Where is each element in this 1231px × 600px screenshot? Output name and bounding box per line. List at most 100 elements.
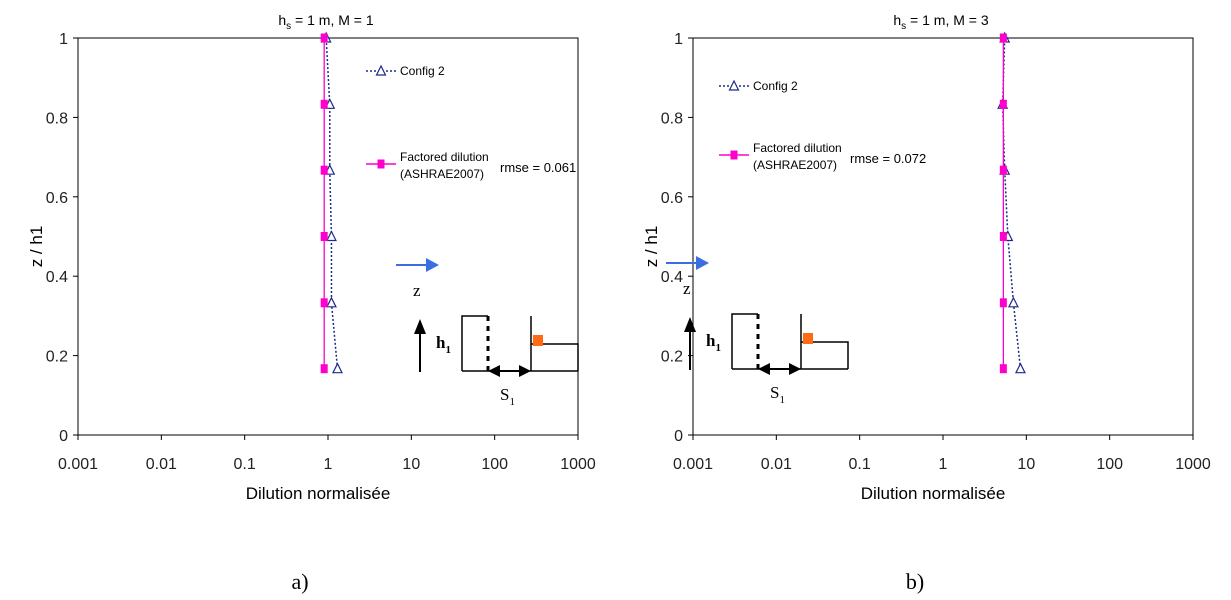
inset-s-label: S1 xyxy=(770,383,785,406)
x-tick-label: 0.001 xyxy=(58,456,98,473)
spacing-arrow-left-head xyxy=(758,363,770,375)
x-tick-label: 10 xyxy=(1017,456,1035,473)
data-point-triangle xyxy=(332,362,343,374)
y-axis-label: z / h1 xyxy=(27,226,46,268)
data-point-square xyxy=(320,364,328,374)
plot-frame xyxy=(77,37,579,436)
data-point-triangle xyxy=(325,230,337,242)
x-tick-label: 100 xyxy=(1096,456,1123,473)
y-tick-label: 0.2 xyxy=(661,349,683,366)
data-point-triangle xyxy=(1014,362,1026,374)
data-point-triangle xyxy=(325,296,337,308)
chart-title-subscript: s xyxy=(901,21,906,32)
chart-panel-a: 0 0.2 0.4 0.6 0.8 1 0.001 0.01 0.1 1 10 100 1000 Dilu… xyxy=(0,0,600,600)
inset-z-label: z xyxy=(683,279,691,298)
chart-title-rest: = 1 m, M = 1 xyxy=(291,12,374,28)
y-tick-label: 0.6 xyxy=(661,190,683,207)
inset-s-base: S xyxy=(500,385,509,404)
chart-title-base: h xyxy=(893,12,901,28)
chart-title: hs = 1 m, M = 3 xyxy=(893,12,988,32)
inset-h-subscript: 1 xyxy=(715,342,721,354)
data-point-square xyxy=(999,364,1007,374)
chart-title-rest: = 1 m, M = 3 xyxy=(906,12,989,28)
height-arrow-head xyxy=(684,317,696,332)
legend-label-factored-line1: Factored dilution xyxy=(753,141,842,155)
wind-arrow-head xyxy=(696,256,709,270)
rmse-annotation: rmse = 0.061 xyxy=(500,160,576,175)
panel-caption: b) xyxy=(906,569,924,594)
y-tick-label: 0.2 xyxy=(46,349,68,366)
x-tick-label: 1 xyxy=(324,456,333,473)
downstream-building xyxy=(800,314,849,369)
upstream-building xyxy=(731,313,758,369)
y-tick-label: 0.8 xyxy=(661,110,683,127)
data-point-square xyxy=(320,165,328,175)
data-point-square xyxy=(320,232,328,241)
x-tick-label: 1000 xyxy=(1175,456,1211,473)
stack-source-marker xyxy=(803,333,813,344)
data-point-square xyxy=(999,232,1007,241)
chart-title-base: h xyxy=(278,12,286,28)
spacing-arrow-right-head xyxy=(519,365,531,377)
data-point-square xyxy=(999,33,1007,43)
x-axis-label: Dilution normalisée xyxy=(861,484,1006,503)
plot-frame xyxy=(692,37,1194,436)
legend-label-factored-line2: (ASHRAE2007) xyxy=(400,167,484,181)
x-tick-label: 100 xyxy=(481,456,508,473)
chart-title-subscript: s xyxy=(286,21,291,32)
x-tick-label: 1 xyxy=(939,456,948,473)
data-point-square xyxy=(320,298,328,308)
x-tick-label: 10 xyxy=(402,456,420,473)
data-point-square xyxy=(999,99,1007,109)
panel-caption: a) xyxy=(291,569,308,594)
downstream-building xyxy=(530,316,579,371)
x-tick-label: 0.001 xyxy=(673,456,713,473)
chart-title: hs = 1 m, M = 1 xyxy=(278,12,373,32)
rmse-annotation: rmse = 0.072 xyxy=(850,151,926,166)
y-tick-label: 0.6 xyxy=(46,190,68,207)
legend-marker-triangle xyxy=(728,79,740,91)
y-tick-label: 0.4 xyxy=(46,269,68,286)
x-tick-label: 1000 xyxy=(560,456,596,473)
data-point-square xyxy=(320,99,328,109)
chart-svg: 0 0.2 0.4 0.6 0.8 1 0.001 0.01 0.1 1 10 100 1000 Dilu… xyxy=(27,12,596,594)
inset-h-base: h xyxy=(436,333,446,352)
series-line-1 xyxy=(325,37,339,369)
chart-panel-b: 0 0.2 0.4 0.6 0.8 1 0.001 0.01 0.1 1 10 100 1000 Dilu… xyxy=(615,0,1215,600)
inset-h-label: h1 xyxy=(436,333,451,356)
legend-marker-square xyxy=(730,150,738,160)
inset-s-subscript: 1 xyxy=(779,394,785,406)
legend-marker-triangle xyxy=(375,64,387,76)
spacing-arrow-right-head xyxy=(789,363,801,375)
chart-svg: 0 0.2 0.4 0.6 0.8 1 0.001 0.01 0.1 1 10 100 1000 Dilu… xyxy=(642,12,1211,594)
upstream-building xyxy=(461,315,488,371)
data-point-square xyxy=(320,33,328,43)
legend-label-config2: Config 2 xyxy=(753,79,798,93)
y-tick-label: 0.4 xyxy=(661,269,683,286)
stack-source-marker xyxy=(533,335,543,346)
x-axis-label: Dilution normalisée xyxy=(246,484,391,503)
x-tick-label: 0.01 xyxy=(146,456,177,473)
data-point-square xyxy=(999,165,1007,175)
y-tick-label: 0.8 xyxy=(46,110,68,127)
data-point-triangle xyxy=(1007,296,1019,308)
height-arrow-head xyxy=(414,319,426,334)
legend-label-factored-line1: Factored dilution xyxy=(400,150,489,164)
y-axis-label: z / h1 xyxy=(642,226,661,268)
inset-z-label: z xyxy=(413,281,421,300)
x-tick-label: 0.1 xyxy=(234,456,256,473)
spacing-arrow-left-head xyxy=(488,365,500,377)
y-tick-label: 0 xyxy=(59,428,68,445)
inset-h-subscript: 1 xyxy=(445,344,451,356)
legend-marker-square xyxy=(377,159,385,169)
inset-s-base: S xyxy=(770,383,779,402)
x-tick-label: 0.1 xyxy=(849,456,871,473)
y-tick-label: 1 xyxy=(59,31,68,48)
inset-h-base: h xyxy=(706,331,716,350)
data-point-square xyxy=(999,298,1007,308)
inset-h-label: h1 xyxy=(706,331,721,354)
inset-s-label: S1 xyxy=(500,385,515,408)
wind-arrow-head xyxy=(426,258,439,272)
